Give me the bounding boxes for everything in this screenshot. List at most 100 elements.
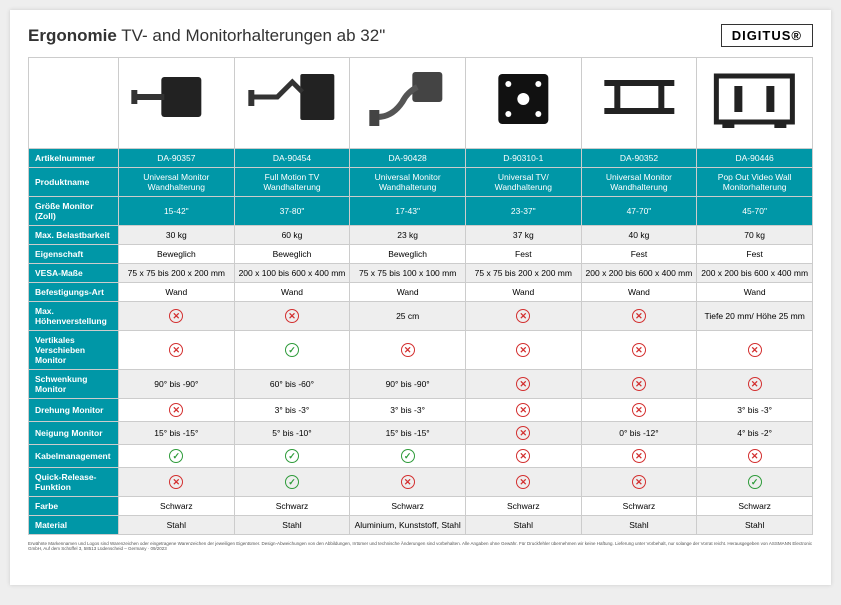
table-cell: 200 x 200 bis 600 x 400 mm [697, 264, 813, 283]
product-image-cell [465, 58, 581, 149]
table-cell: ✕ [465, 445, 581, 468]
row-label: Produktname [29, 168, 119, 197]
row-label: Eigenschaft [29, 245, 119, 264]
footnote: Erwähnte Markennamen und Logos sind Ware… [28, 541, 813, 552]
table-row: Max. Höhenverstellung✕✕25 cm✕✕Tiefe 20 m… [29, 302, 813, 331]
table-cell: DA-90454 [234, 149, 350, 168]
cross-icon: ✕ [516, 449, 530, 463]
table-cell: DA-90446 [697, 149, 813, 168]
table-cell: Schwarz [581, 497, 697, 516]
table-row: Max. Belastbarkeit30 kg60 kg23 kg37 kg40… [29, 226, 813, 245]
table-cell: 75 x 75 bis 200 x 200 mm [119, 264, 235, 283]
table-row: Vertikales Verschieben Monitor✕✓✕✕✕✕ [29, 331, 813, 370]
table-cell: Stahl [119, 516, 235, 535]
table-cell: ✕ [465, 370, 581, 399]
table-cell: 0° bis -12° [581, 422, 697, 445]
table-cell: 75 x 75 bis 200 x 200 mm [465, 264, 581, 283]
table-cell: Wand [119, 283, 235, 302]
table-cell: ✕ [581, 370, 697, 399]
table-cell: ✕ [697, 445, 813, 468]
table-cell: ✕ [465, 331, 581, 370]
brand-logo: DIGITUS® [721, 24, 813, 47]
table-cell: 37 kg [465, 226, 581, 245]
table-cell: Wand [465, 283, 581, 302]
table-cell: Beweglich [234, 245, 350, 264]
table-row: Befestigungs-ArtWandWandWandWandWandWand [29, 283, 813, 302]
table-cell: 25 cm [350, 302, 466, 331]
table-cell: ✕ [581, 302, 697, 331]
title-rest: TV- and Monitorhalterungen ab 32" [117, 26, 385, 45]
table-row: Drehung Monitor✕3° bis -3°3° bis -3°✕✕3°… [29, 399, 813, 422]
check-icon: ✓ [285, 475, 299, 489]
table-cell: ✕ [465, 399, 581, 422]
table-cell: ✓ [234, 331, 350, 370]
table-row: VESA-Maße75 x 75 bis 200 x 200 mm200 x 1… [29, 264, 813, 283]
table-row: Größe Monitor (Zoll)15-42"37-80"17-43"23… [29, 197, 813, 226]
table-row: Quick-Release-Funktion✕✓✕✕✕✓ [29, 468, 813, 497]
cross-icon: ✕ [632, 403, 646, 417]
table-cell: 60° bis -60° [234, 370, 350, 399]
table-cell: Schwarz [119, 497, 235, 516]
table-cell: 90° bis -90° [350, 370, 466, 399]
product-image-cell [581, 58, 697, 149]
cross-icon: ✕ [516, 309, 530, 323]
table-row: ArtikelnummerDA-90357DA-90454DA-90428D-9… [29, 149, 813, 168]
cross-icon: ✕ [632, 449, 646, 463]
table-cell: 47-70" [581, 197, 697, 226]
row-label: VESA-Maße [29, 264, 119, 283]
table-cell: Beweglich [119, 245, 235, 264]
table-cell: Wand [350, 283, 466, 302]
table-cell: 70 kg [697, 226, 813, 245]
check-icon: ✓ [401, 449, 415, 463]
table-cell: ✓ [350, 445, 466, 468]
table-cell: Universal Monitor Wandhalterung [581, 168, 697, 197]
table-row: Neigung Monitor15° bis -15°5° bis -10°15… [29, 422, 813, 445]
table-cell: DA-90428 [350, 149, 466, 168]
cross-icon: ✕ [748, 343, 762, 357]
table-cell: Tiefe 20 mm/ Höhe 25 mm [697, 302, 813, 331]
table-cell: ✕ [581, 468, 697, 497]
table-cell: Aluminium, Kunststoff, Stahl [350, 516, 466, 535]
table-cell: Wand [697, 283, 813, 302]
table-cell: Schwarz [350, 497, 466, 516]
table-cell: 3° bis -3° [234, 399, 350, 422]
row-label: Vertikales Verschieben Monitor [29, 331, 119, 370]
check-icon: ✓ [285, 449, 299, 463]
table-cell: Schwarz [697, 497, 813, 516]
cross-icon: ✕ [516, 377, 530, 391]
table-cell: Fest [697, 245, 813, 264]
table-row: Kabelmanagement✓✓✓✕✕✕ [29, 445, 813, 468]
table-cell: 45-70" [697, 197, 813, 226]
table-cell: ✕ [350, 331, 466, 370]
table-cell: 200 x 200 bis 600 x 400 mm [581, 264, 697, 283]
table-cell: Fest [581, 245, 697, 264]
product-image-cell [350, 58, 466, 149]
row-label: Quick-Release-Funktion [29, 468, 119, 497]
table-cell: Pop Out Video Wall Monitorhalterung [697, 168, 813, 197]
cross-icon: ✕ [516, 475, 530, 489]
product-image-cell [234, 58, 350, 149]
table-cell: Stahl [234, 516, 350, 535]
row-label: Max. Höhenverstellung [29, 302, 119, 331]
title-bold: Ergonomie [28, 26, 117, 45]
table-cell: Stahl [697, 516, 813, 535]
table-cell: 200 x 100 bis 600 x 400 mm [234, 264, 350, 283]
table-cell: 15-42" [119, 197, 235, 226]
product-image-row [29, 58, 813, 149]
row-label: Kabelmanagement [29, 445, 119, 468]
table-cell: DA-90357 [119, 149, 235, 168]
table-cell: 90° bis -90° [119, 370, 235, 399]
table-cell: ✕ [581, 331, 697, 370]
row-label-empty [29, 58, 119, 149]
cross-icon: ✕ [632, 309, 646, 323]
table-cell: Universal Monitor Wandhalterung [350, 168, 466, 197]
table-cell: ✕ [234, 302, 350, 331]
table-cell: ✕ [350, 468, 466, 497]
table-cell: ✕ [465, 302, 581, 331]
page-title: Ergonomie TV- and Monitorhalterungen ab … [28, 26, 385, 46]
table-cell: 15° bis -15° [350, 422, 466, 445]
cross-icon: ✕ [632, 475, 646, 489]
table-cell: ✕ [697, 370, 813, 399]
cross-icon: ✕ [632, 343, 646, 357]
cross-icon: ✕ [169, 309, 183, 323]
